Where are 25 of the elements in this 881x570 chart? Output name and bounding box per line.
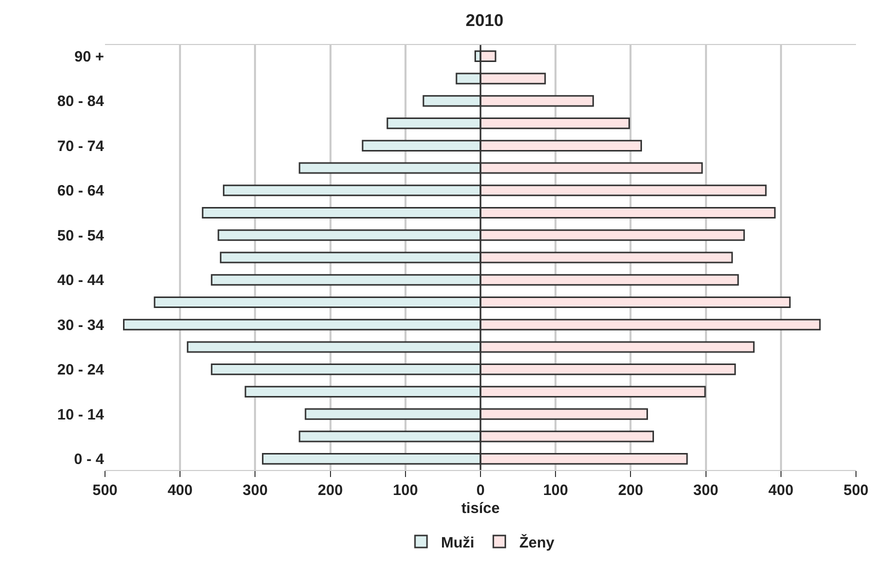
y-tick-label: 50 - 54: [57, 227, 105, 244]
x-axis-title: tisíce: [461, 500, 500, 517]
x-tick-label: 500: [92, 482, 118, 499]
y-tick-label: 40 - 44: [57, 272, 105, 290]
y-tick-label: 20 - 24: [57, 362, 105, 379]
chart-title: 2010: [466, 11, 504, 30]
legend-label: Muži: [441, 534, 474, 552]
legend-label: Ženy: [519, 533, 555, 552]
x-tick-label: 200: [618, 482, 644, 499]
x-tick-label: 100: [543, 482, 568, 499]
x-tick-label: 400: [768, 482, 794, 499]
x-tick-label: 100: [392, 482, 418, 499]
y-tick-label: 60 - 64: [57, 182, 105, 200]
x-tick-label: 500: [843, 482, 869, 499]
y-tick-label: 70 - 74: [57, 138, 105, 155]
y-tick-label: 90 +: [74, 48, 104, 66]
x-tick-label: 200: [318, 482, 343, 499]
y-tick-label: 0 - 4: [74, 451, 105, 468]
x-tick-label: 300: [242, 482, 268, 499]
x-tick-label: 300: [693, 482, 718, 499]
x-tick-label: 400: [168, 482, 193, 499]
y-tick-label: 80 - 84: [57, 93, 105, 110]
y-tick-label: 30 - 34: [57, 316, 105, 334]
y-tick-label: 10 - 14: [57, 406, 105, 424]
x-tick-label: 0: [476, 482, 485, 499]
